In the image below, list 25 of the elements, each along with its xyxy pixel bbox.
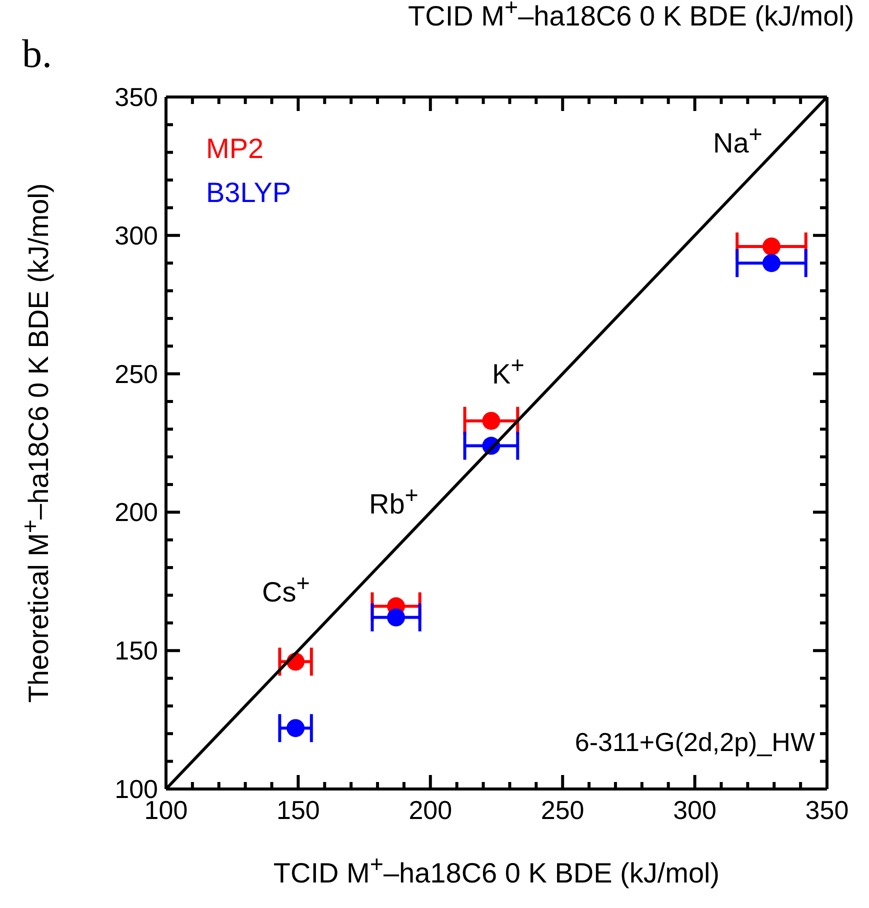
text: b. (22, 30, 52, 77)
annotation: 6-311+G(2d,2p)_HW (574, 727, 815, 758)
x-axis-title: TCID M$^{+}$–ha18C6 0 K BDE (kJ/mol) (273, 851, 720, 890)
annotation: Cs$^{+}$ (262, 570, 310, 608)
y-tick-label: 150 (114, 636, 158, 666)
y-tick-label: 350 (114, 82, 158, 112)
x-tick-label: 250 (540, 795, 584, 825)
x-tick-label: 350 (805, 795, 849, 825)
y-tick-label: 250 (114, 358, 158, 389)
point (482, 412, 500, 430)
text: MP2 (206, 132, 265, 166)
x-tick-label: 300 (673, 795, 716, 825)
text: TCID M$^{+}$–ha18C6 0 K BDE (kJ/mol) (408, 0, 854, 32)
annotation: Na$^{+}$ (713, 121, 762, 160)
point (762, 237, 780, 256)
point (762, 254, 780, 272)
y-tick-label: 300 (114, 220, 158, 250)
x-tick-label: 150 (276, 795, 320, 825)
x-tick-label: 200 (408, 795, 452, 825)
point (286, 719, 305, 738)
annotation: Rb$^{+}$ (369, 482, 418, 520)
annotation: K$^{+}$ (492, 352, 524, 390)
point (387, 608, 406, 626)
text: B3LYP (206, 176, 292, 210)
y-tick-label: 200 (114, 497, 158, 528)
